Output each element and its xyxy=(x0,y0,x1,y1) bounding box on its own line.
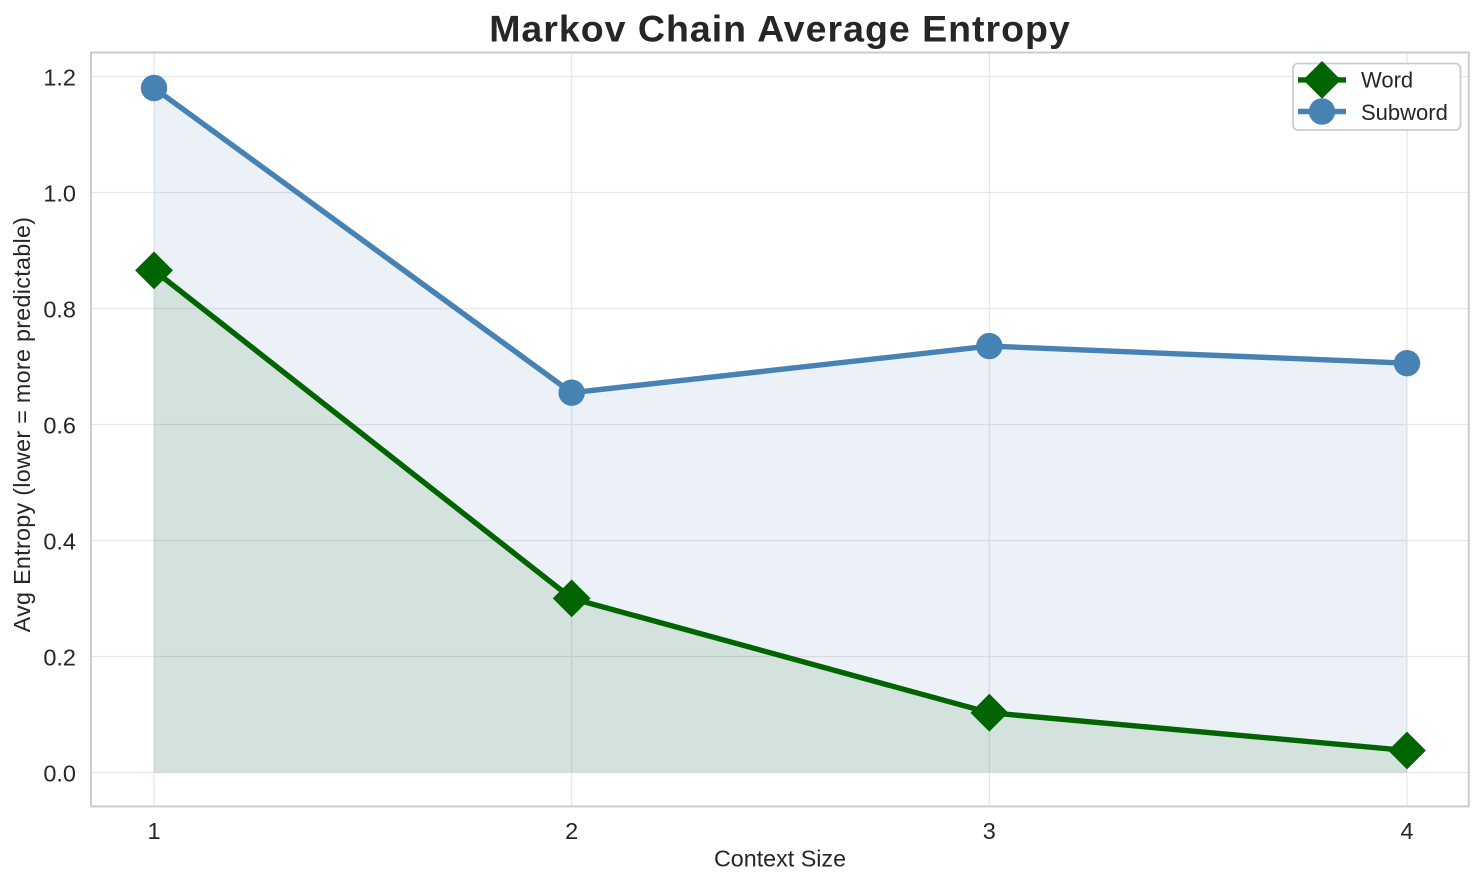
svg-text:2: 2 xyxy=(565,818,578,844)
svg-text:0.8: 0.8 xyxy=(43,296,76,322)
svg-text:0.6: 0.6 xyxy=(43,412,76,438)
svg-text:1.2: 1.2 xyxy=(43,64,76,90)
svg-text:Markov Chain Average Entropy: Markov Chain Average Entropy xyxy=(489,7,1071,49)
svg-text:Word: Word xyxy=(1361,68,1413,93)
svg-text:1: 1 xyxy=(147,818,160,844)
svg-text:Avg Entropy (lower = more pred: Avg Entropy (lower = more predictable) xyxy=(9,217,35,633)
svg-text:4: 4 xyxy=(1400,818,1413,844)
svg-text:0.4: 0.4 xyxy=(43,528,76,554)
svg-text:Subword: Subword xyxy=(1361,100,1448,125)
svg-text:0.0: 0.0 xyxy=(43,760,76,786)
svg-text:Context Size: Context Size xyxy=(714,846,846,872)
svg-text:1.0: 1.0 xyxy=(43,180,76,206)
svg-text:3: 3 xyxy=(983,818,996,844)
svg-text:0.2: 0.2 xyxy=(43,644,76,670)
